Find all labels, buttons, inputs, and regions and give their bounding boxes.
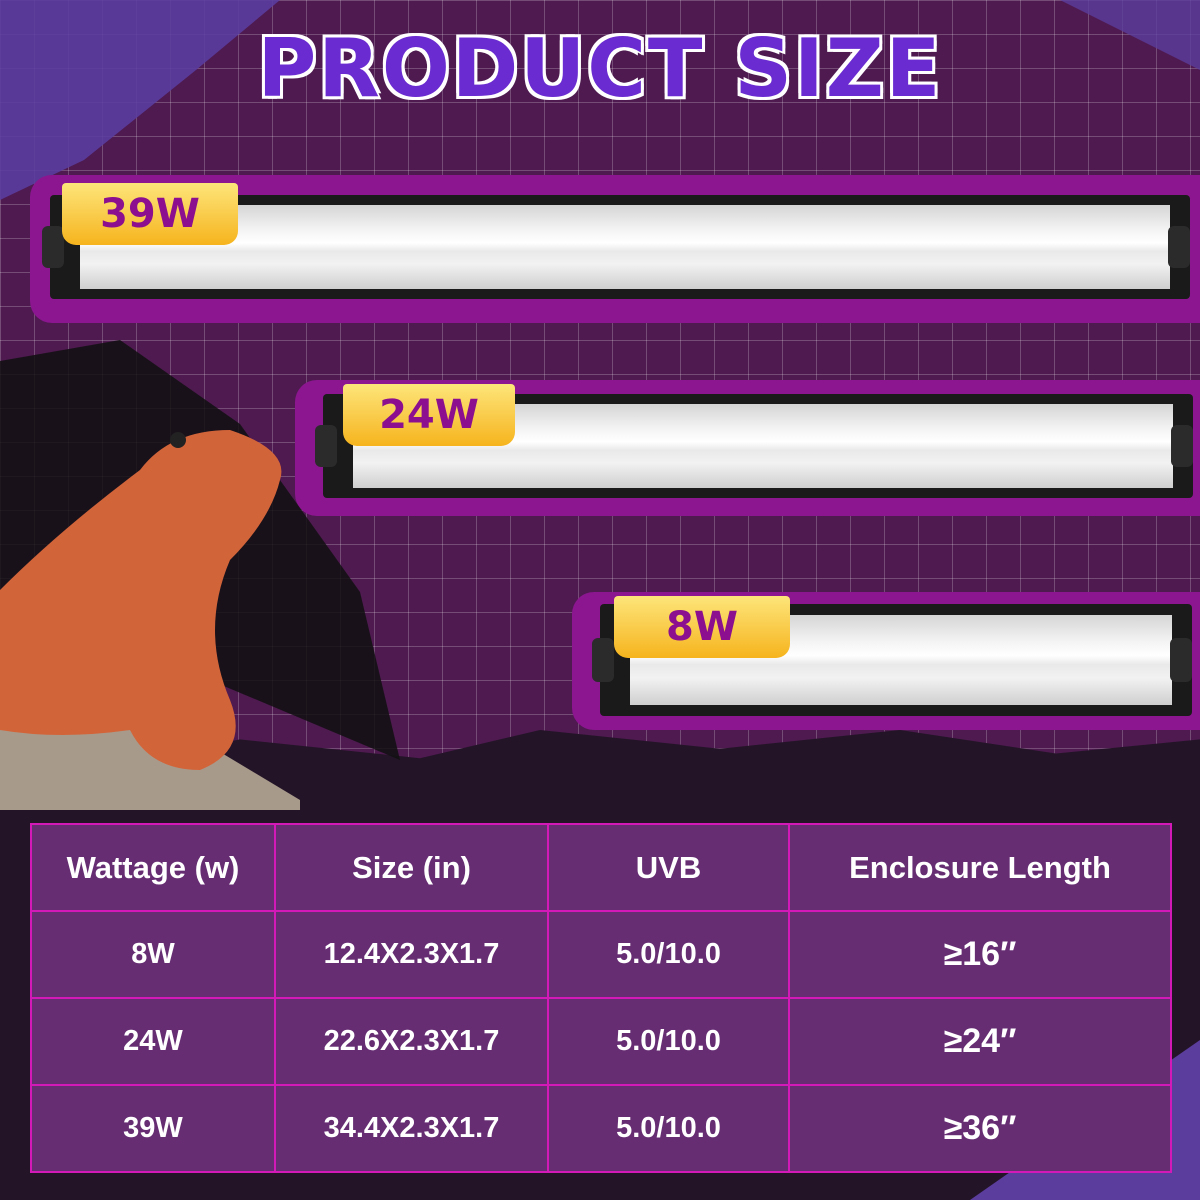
end-cap (1170, 637, 1192, 683)
cell-uvb: 5.0/10.0 (547, 1084, 790, 1173)
cell-uvb: 5.0/10.0 (547, 910, 790, 999)
end-cap (592, 637, 614, 683)
header-uvb: UVB (547, 823, 790, 912)
table-row: 8W 12.4X2.3X1.7 5.0/10.0 ≥16″ (30, 910, 1172, 999)
cell-wattage: 8W (30, 910, 276, 999)
specifications-table: Wattage (w) Size (in) UVB Enclosure Leng… (30, 823, 1172, 1173)
bearded-dragon-image (0, 430, 300, 810)
lamp-8w-panel: 8W (572, 592, 1200, 730)
cell-enclosure-length: ≥16″ (788, 910, 1172, 999)
wattage-badge: 24W (343, 384, 515, 446)
uvb-tube (80, 205, 1170, 289)
header-size: Size (in) (274, 823, 549, 912)
lamp-39w-panel: 39W (30, 175, 1200, 323)
cell-wattage: 39W (30, 1084, 276, 1173)
header-enclosure-length: Enclosure Length (788, 823, 1172, 912)
lamp-fixture (592, 604, 1192, 716)
end-cap (1171, 425, 1193, 467)
cell-enclosure-length: ≥36″ (788, 1084, 1172, 1173)
page-title: PRODUCT SIZE (256, 21, 943, 117)
table-row: 39W 34.4X2.3X1.7 5.0/10.0 ≥36″ (30, 1084, 1172, 1173)
end-cap (1168, 226, 1190, 268)
cell-size: 34.4X2.3X1.7 (274, 1084, 549, 1173)
cell-size: 22.6X2.3X1.7 (274, 997, 549, 1086)
header-wattage: Wattage (w) (30, 823, 276, 912)
table-header-row: Wattage (w) Size (in) UVB Enclosure Leng… (30, 823, 1172, 912)
wattage-badge: 8W (614, 596, 790, 658)
cell-wattage: 24W (30, 997, 276, 1086)
table-row: 24W 22.6X2.3X1.7 5.0/10.0 ≥24″ (30, 997, 1172, 1086)
lamp-24w-panel: 24W (295, 380, 1200, 516)
cell-enclosure-length: ≥24″ (788, 997, 1172, 1086)
lamp-fixture (42, 195, 1190, 299)
wattage-badge: 39W (62, 183, 238, 245)
end-cap (42, 226, 64, 268)
cell-uvb: 5.0/10.0 (547, 997, 790, 1086)
end-cap (315, 425, 337, 467)
cell-size: 12.4X2.3X1.7 (274, 910, 549, 999)
